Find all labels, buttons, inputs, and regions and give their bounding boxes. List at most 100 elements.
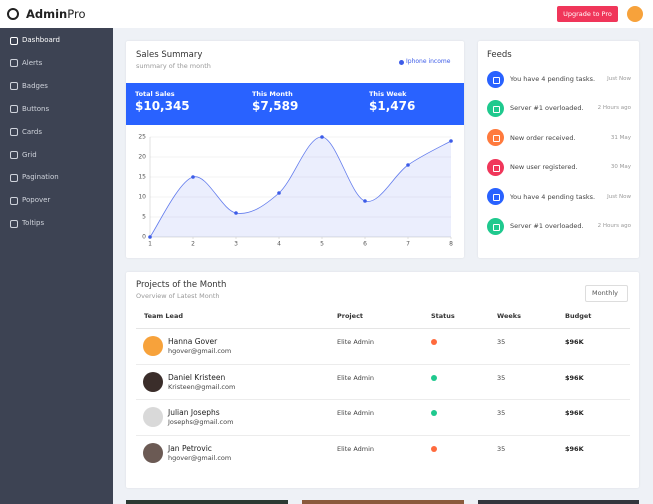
menu-icon <box>10 173 18 182</box>
card-subtitle: summary of the month <box>136 62 211 70</box>
x-tick-label: 3 <box>234 241 238 248</box>
header-divider <box>136 328 630 329</box>
row-divider <box>136 363 630 365</box>
card-title: Feeds <box>487 50 512 60</box>
menu-item[interactable]: Buttons <box>22 104 50 113</box>
image-strip <box>126 500 288 504</box>
x-tick-label: 1 <box>148 241 152 248</box>
lead-name: Daniel Kristeen <box>168 372 226 382</box>
lead-email: Josephs@gmail.com <box>168 418 234 426</box>
lead-email: Kristeen@gmail.com <box>168 382 236 391</box>
upgrade-button[interactable]: Upgrade to Pro <box>557 6 618 22</box>
feed-text: Server #1 overloaded. <box>510 222 584 230</box>
menu-item[interactable]: Cards <box>22 127 43 136</box>
area <box>150 136 451 237</box>
card-title: Projects of the Month <box>136 280 227 290</box>
menu-item[interactable]: Badges <box>22 81 48 90</box>
feed-text: You have 4 pending tasks. <box>510 75 596 83</box>
lead-name: Hanna Gover <box>168 337 218 346</box>
stat-value: $7,589 <box>252 99 299 113</box>
status-dot <box>431 374 437 381</box>
feed-time: Just Now <box>607 76 631 82</box>
status-dot <box>431 445 437 452</box>
feed-glyph <box>493 76 500 84</box>
budget: $96K <box>565 373 584 382</box>
filter-dropdown[interactable]: Monthly <box>585 285 628 302</box>
sidebar <box>0 28 113 504</box>
feed-glyph <box>493 223 500 231</box>
feed-glyph <box>493 135 500 143</box>
x-tick-label: 4 <box>277 241 281 248</box>
y-tick-label: 0 <box>142 234 146 241</box>
logo-icon <box>7 8 19 20</box>
column-header: Team Lead <box>144 312 183 320</box>
x-tick-label: 7 <box>406 241 410 248</box>
feed-time: 2 Hours ago <box>597 105 631 112</box>
lead-email: hgover@gmail.com <box>168 453 232 462</box>
project-name: Elite Admin <box>337 444 375 453</box>
brand-name: Admin <box>26 7 68 21</box>
project-name: Elite Admin <box>337 338 375 346</box>
column-header: Project <box>337 312 364 320</box>
feed-glyph <box>493 105 500 113</box>
feed-icon <box>487 188 504 206</box>
image-strip <box>302 500 464 504</box>
status-dot <box>431 410 437 416</box>
column-header: Status <box>431 312 455 320</box>
menu-icon <box>10 128 18 137</box>
weeks: 35 <box>497 444 506 453</box>
feed-time: 30 May <box>610 164 631 171</box>
menu-item[interactable]: Dashboard <box>22 36 60 44</box>
point <box>277 191 281 195</box>
menu-icon <box>10 36 18 45</box>
menu-icon <box>10 196 18 205</box>
line <box>149 136 452 238</box>
feed-time: 31 May <box>610 134 631 141</box>
legend-dot <box>399 59 404 65</box>
lead-name: Julian Josephs <box>168 408 220 417</box>
image-strip <box>478 500 639 504</box>
menu-item[interactable]: Popover <box>22 196 51 205</box>
feed-time: Just Now <box>607 193 631 200</box>
y-tick-label: 20 <box>138 154 146 161</box>
menu-icon <box>10 219 18 228</box>
feed-text: New user registered. <box>510 163 578 172</box>
point <box>191 175 195 179</box>
topbar <box>0 0 653 28</box>
card-subtitle: Overview of Latest Month <box>136 292 220 300</box>
point <box>363 199 367 203</box>
sales-card <box>126 41 464 258</box>
avatar <box>143 336 163 356</box>
project-name: Elite Admin <box>337 409 375 417</box>
stat-value: $1,476 <box>369 99 416 113</box>
menu-item[interactable]: Alerts <box>22 58 43 67</box>
legend-label: Iphone income <box>406 58 451 65</box>
weeks: 35 <box>497 373 506 382</box>
x-tick-label: 8 <box>449 241 453 248</box>
point <box>449 139 453 143</box>
budget: $96K <box>565 338 584 346</box>
feeds-card <box>478 41 639 258</box>
stat-label: This Month <box>252 90 293 98</box>
menu-item[interactable]: Grid <box>22 150 37 159</box>
row-divider <box>136 399 630 400</box>
user-avatar[interactable] <box>627 6 643 22</box>
feed-icon <box>487 129 504 147</box>
avatar <box>143 407 163 427</box>
menu-item[interactable]: Toltips <box>22 219 45 228</box>
avatar <box>143 371 163 392</box>
x-tick-label: 6 <box>363 241 367 248</box>
menu-item[interactable]: Pagination <box>22 173 59 182</box>
menu-icon <box>10 59 18 68</box>
budget: $96K <box>565 444 584 453</box>
point <box>234 211 238 215</box>
column-header: Budget <box>565 312 592 320</box>
brand-suffix: Pro <box>67 7 86 21</box>
x-tick-label: 2 <box>191 241 195 248</box>
menu-icon <box>10 82 18 91</box>
menu-icon <box>10 151 18 159</box>
y-tick-label: 10 <box>138 194 146 201</box>
x-tick-label: 5 <box>320 241 324 248</box>
feed-glyph <box>493 194 500 202</box>
